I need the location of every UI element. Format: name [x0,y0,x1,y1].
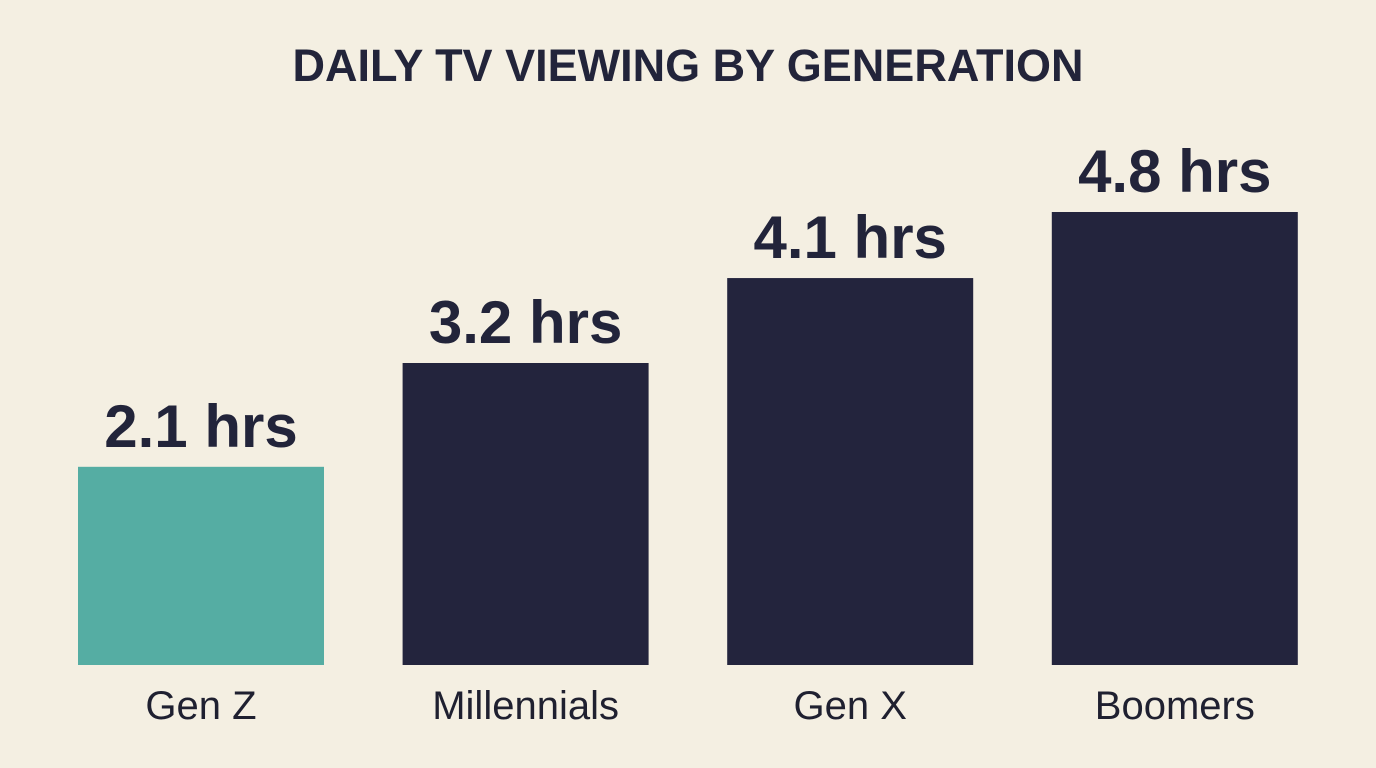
bar-gen-x [727,278,974,665]
category-label: Gen Z [145,684,256,728]
category-label: Gen X [793,684,906,728]
data-label: 3.2 hrs [429,289,622,356]
bar-gen-z [78,466,324,665]
data-label: 4.8 hrs [1078,138,1271,205]
data-label: 4.1 hrs [753,204,946,271]
category-label: Millennials [432,684,619,728]
bar-millennials [402,363,649,665]
chart-title: DAILY TV VIEWING BY GENERATION [293,40,1084,91]
data-label: 2.1 hrs [104,393,297,460]
bar-boomers [1051,212,1298,665]
category-label: Boomers [1095,684,1255,728]
